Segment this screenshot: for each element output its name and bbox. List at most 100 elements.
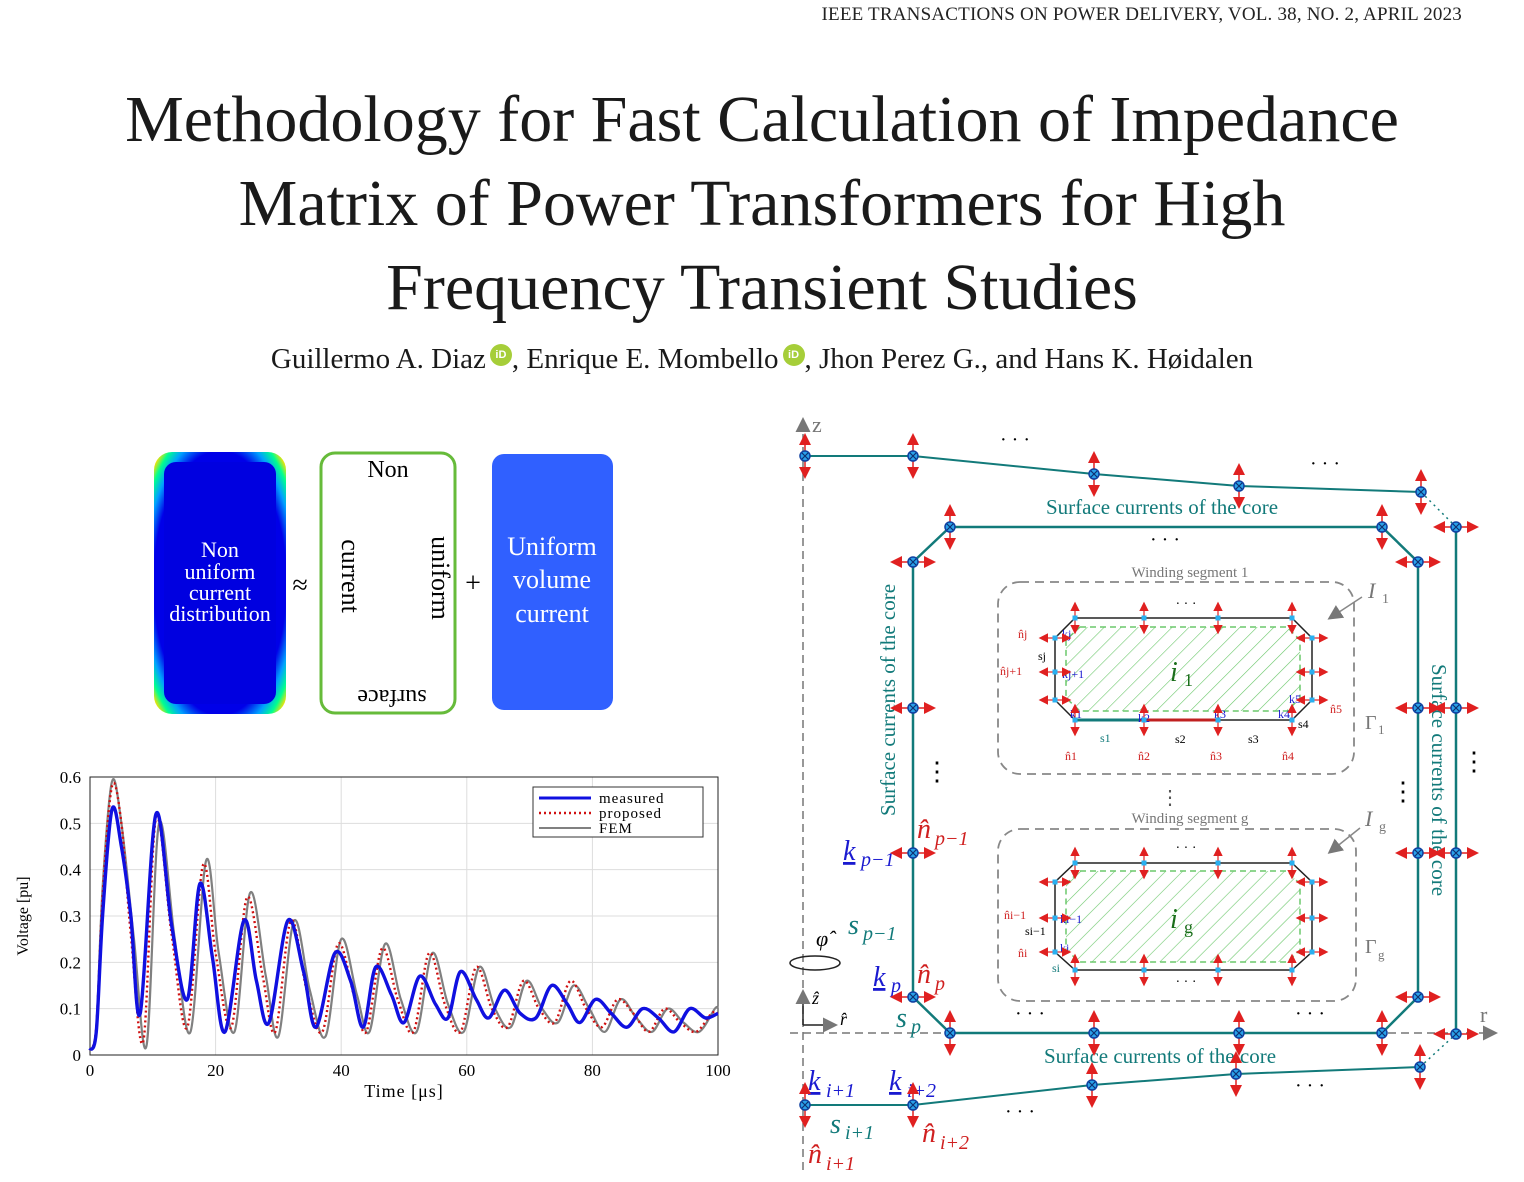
label-s3: s3 — [1248, 732, 1259, 746]
label-n4: n̂4 — [1282, 749, 1294, 763]
node-cross — [1088, 1081, 1096, 1089]
label-n-p: n̂ — [917, 959, 931, 990]
segment-node — [1289, 717, 1295, 723]
phi-label: φ̂ — [816, 926, 837, 951]
gammag-label: Γ — [1365, 936, 1377, 958]
label-k5: k5 — [1289, 692, 1301, 706]
node-cross — [1090, 1029, 1098, 1037]
title-line-2: Matrix of Power Transformers for High — [238, 167, 1286, 240]
box2-bottom: surface — [357, 684, 426, 710]
label-s-p-sub: p — [909, 1016, 921, 1038]
phi-rotation-icon — [789, 955, 841, 971]
author-list: Guillermo A. Diaz iD, Enrique E. Mombello… — [0, 343, 1524, 376]
segment-node — [1052, 635, 1058, 641]
node-cross — [1090, 470, 1098, 478]
x-tick-label: 80 — [584, 1061, 601, 1080]
vertical-dots: ⋮ — [1461, 747, 1487, 776]
segment-node — [1309, 697, 1315, 703]
node-cross — [946, 1029, 954, 1037]
label-n3: n̂3 — [1210, 749, 1222, 763]
core-top-label: Surface currents of the core — [1046, 495, 1278, 519]
node-cross — [909, 452, 917, 460]
node-cross — [909, 993, 917, 1001]
label-n-i-2-sub: i+2 — [940, 1132, 969, 1154]
segment-node — [1072, 717, 1078, 723]
segment-node — [1072, 967, 1078, 973]
paper-title: Methodology for Fast Calculation of Impe… — [0, 78, 1524, 330]
author-name: Guillermo A. Diaz — [270, 343, 486, 375]
node-cross — [909, 704, 917, 712]
node-cross — [909, 1101, 917, 1109]
series-measured — [88, 805, 719, 1052]
x-tick-label: 0 — [86, 1061, 95, 1080]
node-cross — [1232, 1070, 1240, 1078]
y-tick-label: 0.5 — [60, 814, 81, 833]
x-tick-label: 20 — [207, 1061, 224, 1080]
node-cross — [1378, 523, 1386, 531]
label-k4: k4 — [1278, 707, 1290, 721]
box3-line: current — [515, 599, 589, 628]
y-axis-label: Voltage [pu] — [15, 876, 32, 955]
node-cross — [1235, 482, 1243, 490]
winding-segment-g-boundary — [997, 828, 1357, 1002]
author-separator: , — [804, 343, 820, 375]
label-k-p-1-sub: p−1 — [859, 849, 895, 871]
node-cross — [801, 1101, 809, 1109]
approx-symbol: ≈ — [292, 570, 307, 601]
core-bottom-label: Surface currents of the core — [1044, 1044, 1276, 1068]
node-cross — [909, 849, 917, 857]
label-n-p-1-sub: p−1 — [933, 828, 969, 850]
legend-label: FEM — [599, 821, 633, 837]
box3-line: volume — [513, 565, 591, 594]
Ig-label: I — [1364, 806, 1374, 831]
label-s-p: s — [896, 1003, 907, 1034]
ellipsis: · · · — [1150, 529, 1180, 551]
I1-label: I — [1367, 578, 1377, 603]
node-cross — [1452, 523, 1460, 531]
author-name: Jhon Perez G. — [819, 343, 981, 375]
core-currents-diagram: z r Surface currents of the core Surface… — [789, 412, 1498, 1175]
label-kj1: kj+1 — [1062, 667, 1084, 681]
label-n1: n̂1 — [1065, 749, 1077, 763]
node-cross — [909, 558, 917, 566]
orcid-icon[interactable]: iD — [489, 344, 512, 366]
label-k-p-sub: p — [889, 975, 901, 997]
node-cross — [1416, 1063, 1424, 1071]
winding-segment-1-boundary — [997, 581, 1355, 775]
x-axis-label: Time [μs] — [364, 1081, 444, 1101]
segment-node — [1215, 860, 1221, 866]
voltage-chart: 0 20 40 60 80 100 0 0.1 0.2 0.3 0.4 0.5 0.6 Time [μs]… — [15, 768, 731, 1101]
label-s-p-1: s — [848, 910, 859, 941]
segment-1-current: i — [1170, 657, 1178, 688]
nonuniform-core — [164, 462, 276, 704]
journal-header: IEEE TRANSACTIONS ON POWER DELIVERY, VOL… — [821, 4, 1462, 25]
segment-node — [1141, 860, 1147, 866]
vertical-dots: ⋮ — [924, 757, 950, 786]
node-cross — [946, 523, 954, 531]
node-cross — [1414, 558, 1422, 566]
box2-left: current — [336, 539, 365, 613]
title-line-1: Methodology for Fast Calculation of Impe… — [125, 83, 1399, 156]
r-axis-label: r — [1480, 1002, 1488, 1027]
I1-arrow — [1327, 596, 1363, 620]
current-decomposition-figure: Non uniform current distribution ≈ Non c… — [154, 451, 613, 715]
orcid-icon[interactable]: iD — [782, 344, 805, 366]
segment-node — [1072, 615, 1078, 621]
label-nj: n̂j — [1018, 627, 1027, 641]
author-separator: , and — [980, 343, 1045, 375]
segment-node — [1215, 615, 1221, 621]
label-sj: sj — [1038, 649, 1046, 663]
Ig-sub: g — [1379, 820, 1386, 835]
ellipsis: · · · — [1176, 597, 1197, 612]
core-right-label: Surface currents of the core — [1427, 664, 1451, 896]
segment-node — [1309, 949, 1315, 955]
segment-g-area — [1065, 870, 1301, 963]
node-cross — [1452, 704, 1460, 712]
y-tick-label: 0.6 — [60, 768, 81, 787]
ellipsis: · · · — [1015, 1003, 1045, 1025]
author-name: Enrique E. Mombello — [526, 343, 779, 375]
segment-node — [1289, 615, 1295, 621]
y-tick-label: 0.3 — [60, 907, 81, 926]
label-k-i-2: k — [889, 1066, 902, 1097]
y-tick-label: 0 — [73, 1046, 82, 1065]
